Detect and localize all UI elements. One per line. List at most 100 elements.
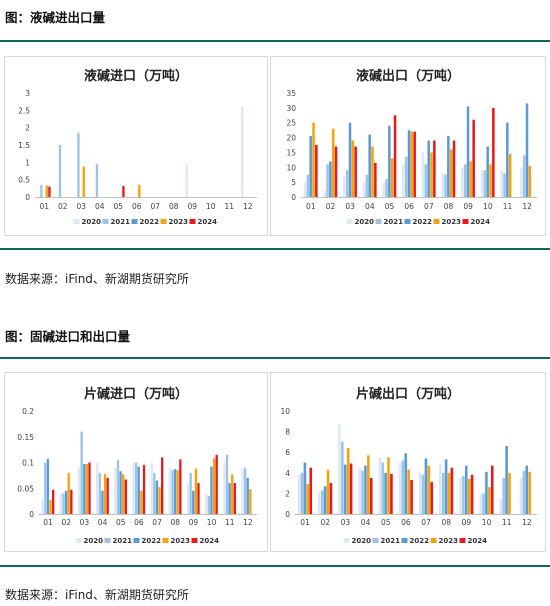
bar-2023-02 xyxy=(326,469,330,514)
bar-2020-08 xyxy=(168,467,172,514)
bar-2021-12 xyxy=(522,470,526,514)
bar-2024-08 xyxy=(450,467,454,514)
solid-import-panel: 片碱进口（万吨） 0 0.05 0.1 0.15 0.2 01 02 03 04 05 06 07 08… xyxy=(4,372,268,552)
chart-title: 液碱进口（万吨） xyxy=(83,69,188,84)
y-tick-label: 5 xyxy=(291,178,296,187)
x-tick-label: 08 xyxy=(444,202,454,211)
bar-2023-05 xyxy=(122,474,125,514)
y-tick-label: 3 xyxy=(25,89,30,98)
bar-2024-05 xyxy=(122,185,125,197)
liquid-import-chart: 0 0.5 1 1.5 2 2.5 3 01 02 03 04 05 06 07 08 09 10 11 12 202… xyxy=(18,89,257,226)
bar-2024-03 xyxy=(349,463,353,514)
bar-2023-01 xyxy=(312,122,315,197)
x-tick-label: 08 xyxy=(170,518,180,527)
bar-2023-05 xyxy=(390,158,394,197)
x-tick-label: 09 xyxy=(189,518,199,527)
bar-2024-03 xyxy=(354,146,357,197)
x-tick-label: 01 xyxy=(300,518,310,527)
bar-2021-11 xyxy=(503,173,506,197)
bar-2024-02 xyxy=(329,483,333,514)
bar-2020-09 xyxy=(459,477,462,514)
bar-2022-08 xyxy=(447,136,450,197)
bar-2023-03 xyxy=(351,140,355,197)
bar-2020-02 xyxy=(59,493,63,514)
legend-swatch-2022 xyxy=(401,538,408,543)
x-tick-label: 09 xyxy=(187,202,197,211)
bar-2021-06 xyxy=(134,462,138,514)
legend-label-2023: 2023 xyxy=(171,537,191,545)
bar-2021-03 xyxy=(341,441,344,514)
legend-swatch-2021 xyxy=(375,219,382,224)
x-tick-label: 05 xyxy=(385,202,395,211)
x-tick-label: 01 xyxy=(39,202,49,211)
section1-title: 图：液碱进出口量 xyxy=(5,10,106,25)
bar-2022-01 xyxy=(309,136,312,197)
x-tick-label: 08 xyxy=(441,518,451,527)
bar-2022-01 xyxy=(303,462,307,514)
legend-label-2020: 2020 xyxy=(84,537,104,545)
x-tick-label: 06 xyxy=(134,518,144,527)
bar-2024-08 xyxy=(179,459,182,514)
bar-2021-05 xyxy=(116,459,120,514)
bar-2024-05 xyxy=(390,473,393,514)
x-tick-label: 03 xyxy=(345,202,355,211)
bar-2023-02 xyxy=(331,128,335,197)
bar-2021-04 xyxy=(98,472,101,514)
bar-2022-09 xyxy=(192,490,195,514)
bar-2021-10 xyxy=(207,495,210,514)
bar-2021-09 xyxy=(462,475,465,514)
x-tick-label: 12 xyxy=(243,202,253,211)
legend-swatch-2023 xyxy=(160,219,167,224)
bar-2022-05 xyxy=(388,125,391,197)
x-tick-label: 07 xyxy=(424,202,434,211)
bar-2023-03 xyxy=(85,464,89,514)
legend-label-2024: 2024 xyxy=(200,537,220,545)
bar-2020-11 xyxy=(223,462,226,514)
bar-2021-01 xyxy=(44,462,47,514)
bar-2021-03 xyxy=(80,431,83,514)
bar-2023-02 xyxy=(67,472,70,514)
legend-label-2020: 2020 xyxy=(82,218,102,226)
bar-2024-05 xyxy=(124,479,127,514)
bar-2023-07 xyxy=(427,465,431,514)
bar-2024-05 xyxy=(393,115,397,197)
bar-2024-09 xyxy=(472,119,475,197)
bar-2020-02 xyxy=(317,491,321,514)
bar-2022-10 xyxy=(486,146,489,197)
bar-2024-07 xyxy=(161,457,164,514)
y-tick-label: 1 xyxy=(25,158,30,167)
bar-2021-01 xyxy=(40,184,43,197)
bar-2024-02 xyxy=(70,489,73,514)
legend-swatch-2022 xyxy=(133,538,140,543)
bar-2024-07 xyxy=(433,140,436,197)
bar-2022-06 xyxy=(407,130,411,197)
bar-2022-11 xyxy=(505,446,508,514)
x-tick-label: 07 xyxy=(152,518,162,527)
y-tick-label: 35 xyxy=(286,89,296,98)
y-tick-label: 0 xyxy=(29,510,34,519)
bar-2021-06 xyxy=(404,156,408,197)
bar-2024-06 xyxy=(410,480,413,514)
bar-2023-11 xyxy=(508,153,512,197)
bar-2021-04 xyxy=(365,174,369,197)
x-tick-label: 04 xyxy=(95,202,105,211)
bar-2020-08 xyxy=(438,464,442,514)
bar-2021-07 xyxy=(153,472,156,514)
y-tick-label: 10 xyxy=(286,163,296,172)
bar-2021-11 xyxy=(225,454,229,514)
bar-2020-04 xyxy=(96,462,99,514)
legend-swatch-2023 xyxy=(430,538,437,543)
bar-2021-04 xyxy=(95,164,99,197)
bar-2022-07 xyxy=(427,140,430,197)
solid-import-chart: 0 0.05 0.1 0.15 0.2 01 02 03 04 05 06 07 08 09 10 11 12 2… xyxy=(17,407,257,545)
bar-2021-03 xyxy=(77,132,80,197)
bar-2022-06 xyxy=(404,453,408,514)
bar-2021-05 xyxy=(385,179,388,197)
y-tick-label: 30 xyxy=(286,104,296,113)
bar-2022-04 xyxy=(101,490,104,514)
bar-2023-12 xyxy=(528,165,532,197)
x-tick-label: 02 xyxy=(326,202,336,211)
legend-swatch-2024 xyxy=(191,538,198,543)
bar-2023-06 xyxy=(138,184,141,197)
